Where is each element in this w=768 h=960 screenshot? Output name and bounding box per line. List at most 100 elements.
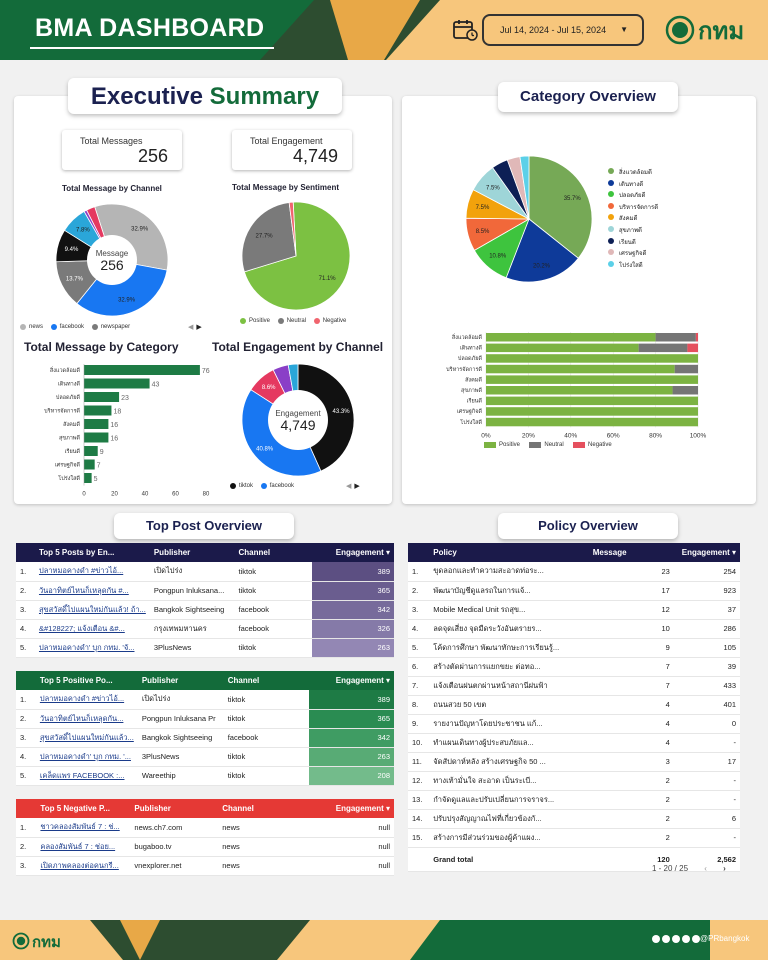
social-icons	[652, 935, 700, 943]
calendar-icon[interactable]	[452, 18, 478, 42]
bar	[84, 378, 150, 389]
bar-category-label: เดินทางดี	[58, 381, 81, 388]
executive-summary-title: Executive Summary	[68, 78, 342, 114]
table-row[interactable]: 14. ปรับปรุงสัญญาณไฟที่เกี่ยวข้องกั... 2 6	[408, 809, 740, 829]
legend-pager[interactable]: ◀ ▶	[346, 483, 360, 490]
column-header[interactable]: Policy	[429, 543, 589, 562]
kpi-total-engagement: Total Engagement 4,749	[232, 130, 352, 170]
bar-value-label: 18	[113, 409, 121, 416]
bar-category-label: ปลอดภัยดี	[458, 355, 483, 362]
table-row[interactable]: 3. สุขสวัสดิ์ไปแผนใหม่กันแล้ว... Bangkok S…	[16, 728, 394, 748]
table-row[interactable]: 3. เปิดภาพคลองต่อคนกรี... vnexplorer.net ne…	[16, 856, 394, 876]
facebook-icon[interactable]	[652, 935, 660, 943]
footer-green-shape	[410, 920, 710, 960]
slice-label: 32.9%	[131, 226, 149, 232]
kpi-value: 256	[137, 146, 168, 166]
column-header[interactable]: Top 5 Negative P...	[36, 799, 131, 818]
stacked-bar-chart-category: 0% 20% 40% 60% 80% 100% สิ่งแวดล้อมดีเดินทางดี…	[446, 332, 707, 439]
legend-item: สุขภาพดี	[608, 225, 658, 238]
table-row[interactable]: 5. เคล็ดแพร FACEBOOK :... Wareethip tiktok 2…	[16, 766, 394, 786]
table-row[interactable]: 8. ถนนสวย 50 เขต 4 401	[408, 695, 740, 715]
axis-tick-label: 100%	[690, 432, 707, 439]
table-row[interactable]: 4. ปลาหมอคางดำ' บุก กทม. '... 3PlusNews tik…	[16, 747, 394, 767]
column-header[interactable]: Top 5 Positive Po...	[35, 671, 138, 690]
bar	[84, 473, 92, 483]
axis-tick-label: 80	[203, 492, 210, 498]
bar-category-label: สุขภาพดี	[461, 387, 482, 394]
chart-title-channel: Total Message by Channel	[62, 184, 162, 193]
table-row[interactable]: 2. พัฒนาบัญชีดูแลรถในการแจ้... 17 923	[408, 581, 740, 601]
table-row[interactable]: 3. สุขสวัสดิ์ไปแผนใหม่กันแล้ว! ถ้า... Bang…	[16, 600, 394, 620]
slice-label: 71.1%	[319, 276, 337, 282]
axis-tick-label: 20%	[522, 432, 535, 439]
table-row[interactable]: 6. สร้างตัดผ่านการแยกขยะ ต่อทอ... 7 39	[408, 657, 740, 677]
table-row[interactable]: 5. ปลาหมอคางดำ' บุก กทม. 'จั... 3PlusNews t…	[16, 638, 394, 658]
column-header[interactable]: Channel	[234, 543, 313, 562]
axis-tick-label: 40%	[564, 432, 577, 439]
slice-label: 32.9%	[118, 297, 136, 303]
table-row[interactable]: 13. กำจัดดูแลและปรับเปลี่ยนการจราจร... 2-	[408, 790, 740, 810]
axis-tick-label: 0%	[481, 432, 491, 439]
table-row[interactable]: 3. Mobile Medical Unit รถสุข... 12 37	[408, 600, 740, 620]
instagram-icon[interactable]	[662, 935, 670, 943]
stacked-bar-segment	[486, 375, 698, 384]
column-header[interactable]: Channel	[223, 671, 309, 690]
stacked-bar-segment	[695, 333, 698, 342]
legend-item: สิ่งแวดล้อมดี	[608, 168, 658, 180]
social-handle[interactable]: @PRbangkok	[700, 934, 750, 943]
table-row[interactable]: 9. รายงานปัญหาโดยประชาชน แก้... 4 0	[408, 714, 740, 734]
youtube-icon[interactable]	[682, 935, 690, 943]
table-row[interactable]: 11. จัดสัปดาห์หลัง สร้างเศรษฐกิจ 50 ... 3 1…	[408, 752, 740, 772]
legend-channel: news facebook newspaper	[20, 324, 130, 330]
bar-category-label: บริหารจัดการดี	[44, 408, 80, 415]
table-row[interactable]: 10. ทำแผนเดินทางผู้ประสบภัยแล... 4-	[408, 733, 740, 753]
table-row[interactable]: 2. วันอาทิตย์ไหนก็เหลุดกัน... Pongpun Inlu…	[16, 709, 394, 729]
table-row[interactable]: 12. ทางเท้ามั่นใจ สะอาด เป็นระเบี... 2-	[408, 771, 740, 791]
table-row[interactable]: 2. คลองสัมพันธ์ 7 : ช่อย... bugaboo.tv news…	[16, 837, 394, 857]
svg-text:กทม: กทม	[32, 934, 61, 951]
table-row[interactable]: 1. ปลาหมอคางดำ #ข่าวไอ้... เปิดไปร่ง tiktok…	[16, 690, 394, 710]
date-range-picker[interactable]: Jul 14, 2024 - Jul 15, 2024 ▼	[482, 14, 644, 46]
column-header[interactable]: Engagement ▾	[673, 543, 740, 562]
bar-category-label: เรียนดี	[467, 398, 483, 405]
column-header[interactable]: Channel	[218, 799, 307, 818]
tiktok-icon[interactable]	[692, 935, 700, 943]
column-header[interactable]: Message	[588, 543, 674, 562]
bar-category-label: ปลอดภัยดี	[56, 394, 81, 401]
table-row[interactable]: 4. &#128227; แจ้งเตือน &#... กรุงเทพมหานคร…	[16, 619, 394, 639]
bar-value-label: 7	[97, 463, 101, 470]
table-row[interactable]: 15. สร้างการมีส่วนร่วมของผู้ค้าแผง... 2-	[408, 828, 740, 848]
slice-label: 10.8%	[489, 253, 507, 259]
pagination: 1 - 20 / 25 ‹ ›	[652, 864, 726, 873]
bar-category-label: สังคมดี	[465, 376, 482, 383]
donut-center-value: 4,749	[280, 417, 315, 433]
slice-label: 13.7%	[66, 277, 84, 283]
column-header[interactable]: Top 5 Posts by En...	[34, 543, 150, 562]
column-header[interactable]: Engagement ▾	[306, 799, 394, 818]
table-row[interactable]: 4. ลดจุดเสี่ยง จุดมืดระวังอันตรายร... 10 28…	[408, 619, 740, 639]
footer-bar: กทม @PRbangkok	[0, 920, 768, 960]
table-row[interactable]: 1. ปลาหมอคางดำ #ข่าวไอ้... เปิดไปร่ง tiktok…	[16, 562, 394, 582]
legend-pager[interactable]: ◀ ▶	[188, 324, 202, 331]
table-row[interactable]: 1. ชาวคลองสัมพันธ์ 7 : ช่... news.ch7.com n…	[16, 818, 394, 838]
stacked-bar-segment	[486, 354, 698, 363]
column-header[interactable]: Publisher	[130, 799, 219, 818]
x-icon[interactable]	[672, 935, 680, 943]
column-header[interactable]: Publisher	[137, 671, 224, 690]
column-header[interactable]: Engagement ▾	[308, 671, 394, 690]
axis-tick-label: 80%	[649, 432, 662, 439]
legend-item: ปลอดภัยดี	[608, 191, 658, 203]
pie-slice	[288, 201, 297, 257]
table-row[interactable]: 5. โค้ดการศึกษา พัฒนาทักษะการเรียนรู้... 9…	[408, 638, 740, 658]
table-row[interactable]: 2. วันอาทิตย์ไหนก็เหลุดกัน #... Pongpun In…	[16, 581, 394, 601]
table-row[interactable]: 1. ขุดลอกและทำความสะอาดท่อระ... 23 254	[408, 562, 740, 582]
column-header[interactable]: Publisher	[149, 543, 235, 562]
bma-logo: กทม	[665, 15, 744, 45]
chevron-right-icon[interactable]: ›	[723, 864, 726, 873]
bar	[84, 459, 95, 470]
column-header[interactable]: Engagement ▾	[312, 543, 394, 562]
table-row[interactable]: 7. แจ้งเตือนฝนตกผ่านหน้าสถานีฝนฟ้า 7 433	[408, 676, 740, 696]
bar-value-label: 16	[110, 436, 118, 443]
chevron-left-icon[interactable]: ‹	[704, 864, 707, 873]
